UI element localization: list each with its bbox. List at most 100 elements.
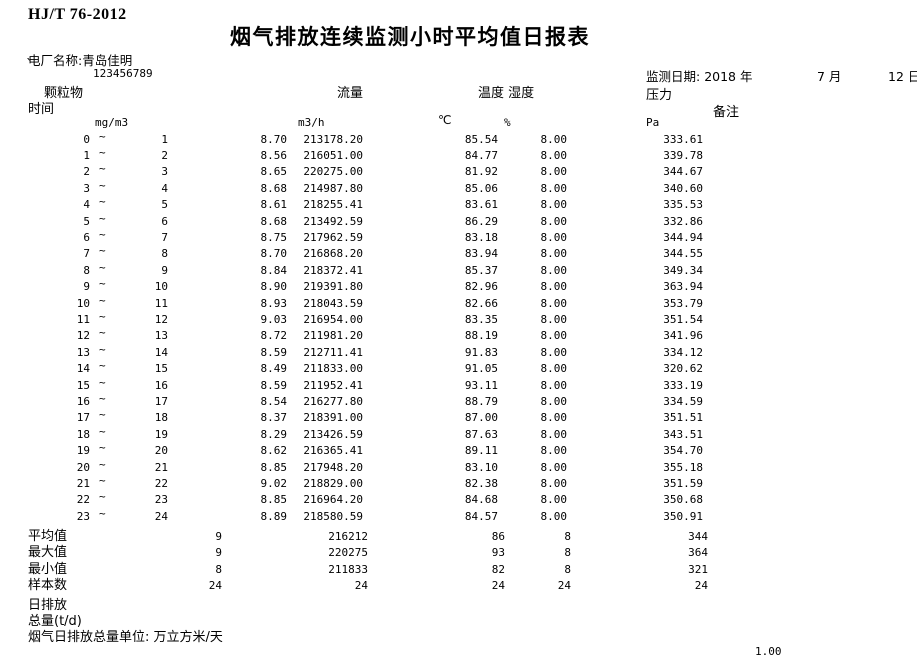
table-row: 19 ~20 8.62 216365.41 89.11 8.00 354.70 — [0, 441, 917, 459]
pressure-value: 343.51 — [663, 427, 703, 441]
table-row: 14 ~15 8.49 211833.00 91.05 8.00 320.62 — [0, 359, 917, 377]
summary-pressure-value: 321 — [688, 562, 708, 576]
humidity-value: 8.00 — [540, 427, 568, 441]
temp-value: 87.63 — [464, 427, 498, 441]
tilde-separator: ~ — [99, 457, 106, 471]
pm-value: 8.72 — [260, 329, 288, 343]
tilde-separator: ~ — [99, 441, 106, 455]
hour-from-value: 23 — [76, 509, 90, 523]
daily-emission-label-line1: 日排放 — [28, 598, 68, 613]
summary-pm-value: 8 — [215, 562, 222, 576]
table-row: 1 ~2 8.56 216051.00 84.77 8.00 339.78 — [0, 146, 917, 164]
flow-value: 211981.20 — [303, 329, 363, 343]
humidity-value: 8.00 — [540, 198, 568, 212]
hour-from-value: 4 — [83, 198, 90, 212]
pressure-value: 344.94 — [663, 230, 703, 244]
humidity-value: 8.00 — [540, 378, 568, 392]
pressure-value: 351.54 — [663, 312, 703, 326]
pressure-column-header: 压力 — [646, 88, 673, 103]
pressure-value: 354.70 — [663, 444, 703, 458]
summary-label: 样本数 — [28, 578, 68, 594]
pressure-value: 355.18 — [663, 460, 703, 474]
pressure-value: 335.53 — [663, 198, 703, 212]
hour-to-value: 16 — [154, 378, 168, 392]
standard-code: HJ/T 76-2012 — [28, 6, 127, 23]
flow-value: 211952.41 — [303, 378, 363, 392]
hour-from-value: 13 — [76, 345, 90, 359]
tilde-separator: ~ — [99, 178, 106, 192]
temp-value: 84.57 — [464, 509, 498, 523]
hour-from-value: 22 — [76, 493, 90, 507]
pm-value: 8.56 — [260, 148, 288, 162]
humidity-value: 8.00 — [540, 345, 568, 359]
emission-unit-note: 烟气日排放总量单位: 万立方米/天 — [28, 630, 223, 645]
tilde-separator: ~ — [99, 293, 106, 307]
humidity-value: 8.00 — [540, 132, 568, 146]
hour-from-value: 7 — [83, 247, 90, 261]
flow-value: 217948.20 — [303, 460, 363, 474]
hour-from-value: 14 — [76, 362, 90, 376]
flow-value: 216868.20 — [303, 247, 363, 261]
flow-value: 218043.59 — [303, 296, 363, 310]
pm-value: 8.59 — [260, 378, 288, 392]
table-row: 15 ~16 8.59 211952.41 93.11 8.00 333.19 — [0, 376, 917, 394]
humidity-value: 8.00 — [540, 329, 568, 343]
hour-to-value: 11 — [154, 296, 168, 310]
hour-from-value: 3 — [83, 181, 90, 195]
temp-value: 85.37 — [464, 263, 498, 277]
humidity-value: 8.00 — [540, 460, 568, 474]
temp-value: 85.06 — [464, 181, 498, 195]
tilde-separator: ~ — [99, 227, 106, 241]
flow-value: 218391.00 — [303, 411, 363, 425]
tilde-separator: ~ — [99, 473, 106, 487]
temp-value: 91.83 — [464, 345, 498, 359]
hour-from-value: 5 — [83, 214, 90, 228]
hour-to-value: 15 — [154, 362, 168, 376]
pm-value: 9.02 — [260, 476, 288, 490]
summary-temp-value: 24 — [491, 579, 505, 593]
pressure-value: 340.60 — [663, 181, 703, 195]
humidity-value: 8.00 — [540, 444, 568, 458]
hour-from-value: 15 — [76, 378, 90, 392]
pressure-value: 350.68 — [663, 493, 703, 507]
monitor-date-label: 监测日期: — [646, 69, 701, 84]
temp-value: 83.10 — [464, 460, 498, 474]
flow-unit: m3/h — [298, 116, 325, 129]
hour-to-value: 9 — [161, 263, 168, 277]
pm-column-header: 颗粒物 — [44, 86, 84, 101]
temp-value: 84.68 — [464, 493, 498, 507]
report-title: 烟气排放连续监测小时平均值日报表 — [230, 25, 590, 49]
hour-from-value: 16 — [76, 394, 90, 408]
pm-value: 8.85 — [260, 493, 288, 507]
humidity-value: 8.00 — [540, 312, 568, 326]
hour-to-value: 6 — [161, 214, 168, 228]
summary-flow-value: 211833 — [328, 562, 368, 576]
flow-value: 212711.41 — [303, 345, 363, 359]
hour-to-value: 21 — [154, 460, 168, 474]
table-row: 12 ~13 8.72 211981.20 88.19 8.00 341.96 — [0, 326, 917, 344]
temp-value: 82.66 — [464, 296, 498, 310]
humidity-value: 8.00 — [540, 181, 568, 195]
hour-to-value: 4 — [161, 181, 168, 195]
temp-value: 87.00 — [464, 411, 498, 425]
flow-value: 218255.41 — [303, 198, 363, 212]
flow-value: 216954.00 — [303, 312, 363, 326]
remark-column-header: 备注 — [713, 105, 740, 120]
summary-label: 平均值 — [28, 529, 68, 544]
tilde-separator: ~ — [99, 490, 106, 504]
humidity-unit: % — [504, 116, 511, 129]
table-row: 6 ~7 8.75 217962.59 83.18 8.00 344.94 — [0, 227, 917, 246]
hour-from-value: 0 — [83, 132, 90, 146]
summary-humidity-value: 8 — [564, 546, 571, 560]
summary-label: 最小值 — [28, 561, 68, 577]
pressure-value: 349.34 — [663, 263, 703, 277]
temp-value: 84.77 — [464, 148, 498, 162]
temp-value: 82.96 — [464, 280, 498, 294]
hour-to-value: 17 — [154, 394, 168, 408]
temp-value: 83.18 — [464, 230, 498, 244]
humidity-value: 8.00 — [540, 247, 568, 261]
summary-row: 样本数 24 24 24 24 24 — [0, 577, 917, 594]
flow-value: 216964.20 — [303, 493, 363, 507]
flow-value: 213426.59 — [303, 427, 363, 441]
flow-value: 218372.41 — [303, 263, 363, 277]
